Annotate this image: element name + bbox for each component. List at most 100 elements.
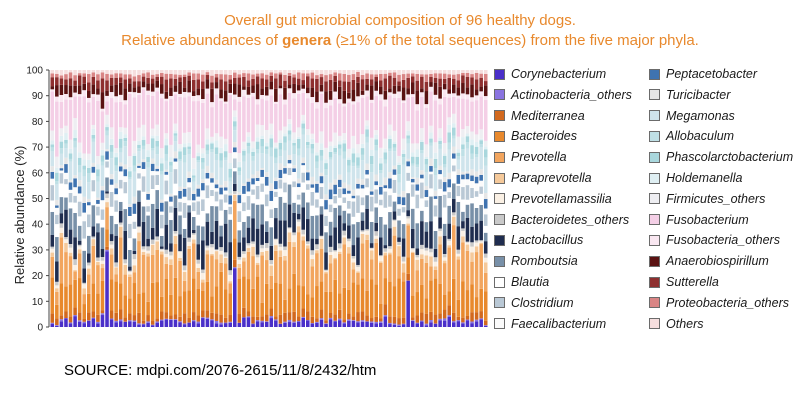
bar-segment xyxy=(182,132,187,144)
legend-item: Actinobacteria_others xyxy=(494,85,632,105)
bar-segment xyxy=(187,200,191,206)
bar-segment xyxy=(141,249,146,252)
bar-segment xyxy=(64,125,68,134)
bar-segment xyxy=(269,156,274,184)
bar-segment xyxy=(274,101,278,104)
bar-segment xyxy=(150,148,155,151)
bar-segment xyxy=(87,82,91,92)
bar-segment xyxy=(210,231,214,245)
bar-segment xyxy=(255,177,260,182)
bar-segment xyxy=(82,268,86,283)
bar-segment xyxy=(360,143,365,149)
bar-segment xyxy=(210,88,214,103)
bar-segment xyxy=(337,144,342,149)
bar-segment xyxy=(137,312,141,324)
bar-segment xyxy=(160,320,164,327)
bar-segment xyxy=(470,187,474,199)
bar-segment xyxy=(433,77,438,83)
bar-segment xyxy=(141,191,146,207)
bar-segment xyxy=(100,313,105,316)
bar-segment xyxy=(438,137,442,141)
bar-segment xyxy=(315,318,319,322)
bar-segment xyxy=(201,153,205,158)
bar-segment xyxy=(105,127,109,131)
bar-segment xyxy=(264,142,269,147)
bar-segment xyxy=(251,156,255,161)
bar-segment xyxy=(442,177,447,183)
bar-segment xyxy=(59,78,64,85)
bar-segment xyxy=(415,323,420,327)
bar-segment xyxy=(429,322,433,327)
bar-segment xyxy=(255,104,260,125)
bar-segment xyxy=(356,165,360,169)
bar-segment xyxy=(178,250,182,252)
bar-segment xyxy=(456,196,461,202)
bar-segment xyxy=(219,70,223,75)
bar-segment xyxy=(228,70,232,75)
bar-segment xyxy=(383,70,388,74)
bar-segment xyxy=(360,148,365,155)
bar-segment xyxy=(182,237,187,266)
bar-segment xyxy=(347,190,351,194)
bar-segment xyxy=(274,70,278,74)
bar-segment xyxy=(178,77,182,82)
bar-segment xyxy=(205,318,210,327)
legend-swatch xyxy=(649,68,660,80)
bar-segment xyxy=(64,85,68,94)
bar-segment xyxy=(64,237,68,240)
bar-segment xyxy=(105,207,109,230)
bar-segment xyxy=(55,205,59,208)
bar-segment xyxy=(383,163,388,178)
bar-segment xyxy=(87,274,91,294)
bar-segment xyxy=(470,203,474,227)
bar-segment xyxy=(59,128,64,136)
bar-segment xyxy=(274,207,278,219)
bar-segment xyxy=(228,168,232,178)
bar-segment xyxy=(242,317,246,327)
bar-segment xyxy=(109,248,114,255)
bar-segment xyxy=(388,324,392,327)
bar-segment xyxy=(424,91,429,105)
bar-segment xyxy=(128,249,132,267)
bar-segment xyxy=(169,294,173,316)
bar-segment xyxy=(160,251,164,255)
bar-segment xyxy=(146,94,150,145)
bar-segment xyxy=(68,148,73,154)
bar-segment xyxy=(100,70,105,73)
bar-segment xyxy=(319,183,324,187)
bar-segment xyxy=(50,70,55,74)
bar-segment xyxy=(91,141,96,163)
bar-segment xyxy=(196,88,201,96)
bar-segment xyxy=(73,279,77,308)
bar-segment xyxy=(465,204,470,218)
bar-segment xyxy=(351,166,356,190)
bar-segment xyxy=(182,265,187,271)
bar-segment xyxy=(233,126,237,131)
bar-segment xyxy=(223,257,228,264)
bar-segment xyxy=(310,133,315,139)
bar-segment xyxy=(429,252,433,257)
bar-segment xyxy=(406,121,410,131)
bar-segment xyxy=(301,157,305,164)
bar-segment xyxy=(55,181,59,185)
bar-segment xyxy=(296,78,301,86)
bar-segment xyxy=(164,201,169,225)
bar-segment xyxy=(96,80,100,89)
bar-segment xyxy=(274,181,278,190)
bar-segment xyxy=(164,194,169,202)
bar-segment xyxy=(155,87,159,92)
bar-segment xyxy=(82,83,86,91)
bar-segment xyxy=(369,211,374,222)
bar-segment xyxy=(201,290,205,311)
bar-segment xyxy=(319,70,324,75)
bar-segment xyxy=(333,81,337,92)
bar-segment xyxy=(470,181,474,188)
bar-segment xyxy=(233,142,237,148)
bar-segment xyxy=(118,179,123,189)
bar-segment xyxy=(406,225,410,258)
bar-segment xyxy=(205,185,210,199)
bar-segment xyxy=(178,186,182,191)
bar-segment xyxy=(342,151,347,159)
bar-segment xyxy=(96,232,100,258)
bar-segment xyxy=(306,311,310,321)
